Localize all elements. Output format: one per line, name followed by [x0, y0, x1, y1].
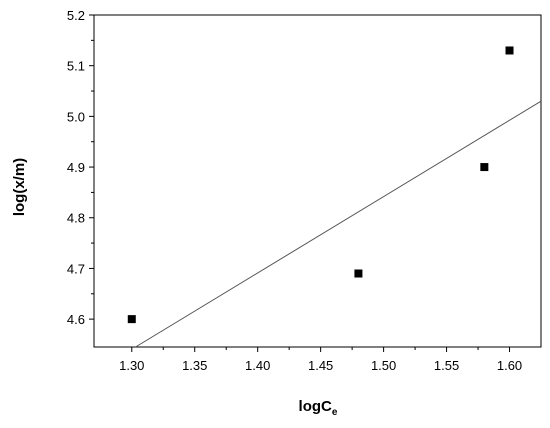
data-point — [354, 269, 363, 278]
plot-frame — [93, 14, 542, 348]
fit-line — [135, 100, 542, 348]
x-axis-title: logCe — [299, 398, 338, 418]
y-tick-label: 5.0 — [67, 109, 85, 124]
x-tick-label: 1.55 — [434, 358, 459, 373]
data-point — [480, 163, 489, 172]
x-tick-label: 1.60 — [497, 358, 522, 373]
y-tick-label: 5.2 — [67, 8, 85, 23]
x-tick-label: 1.35 — [182, 358, 207, 373]
x-axis-title-sub: e — [332, 407, 338, 418]
y-tick-label: 4.9 — [67, 160, 85, 175]
fit-line-layer — [135, 100, 542, 348]
x-tick-label: 1.40 — [245, 358, 270, 373]
axes: 1.30 1.35 1.40 1.45 1.50 1.55 1.60 4.6 4.7 4.8 4.9… — [67, 8, 542, 373]
y-tick-label: 5.1 — [67, 59, 85, 74]
x-axis-title-main: logC — [299, 398, 332, 415]
y-tick-label: 4.8 — [67, 211, 85, 226]
data-points — [127, 46, 514, 324]
x-tick-label: 1.30 — [119, 358, 144, 373]
x-tick-label: 1.45 — [308, 358, 333, 373]
y-tick-label: 4.7 — [67, 261, 85, 276]
y-axis-title: log(x/m) — [11, 158, 28, 216]
data-point — [127, 315, 136, 324]
x-tick-label: 1.50 — [371, 358, 396, 373]
data-point — [505, 46, 514, 55]
y-tick-label: 4.6 — [67, 312, 85, 327]
